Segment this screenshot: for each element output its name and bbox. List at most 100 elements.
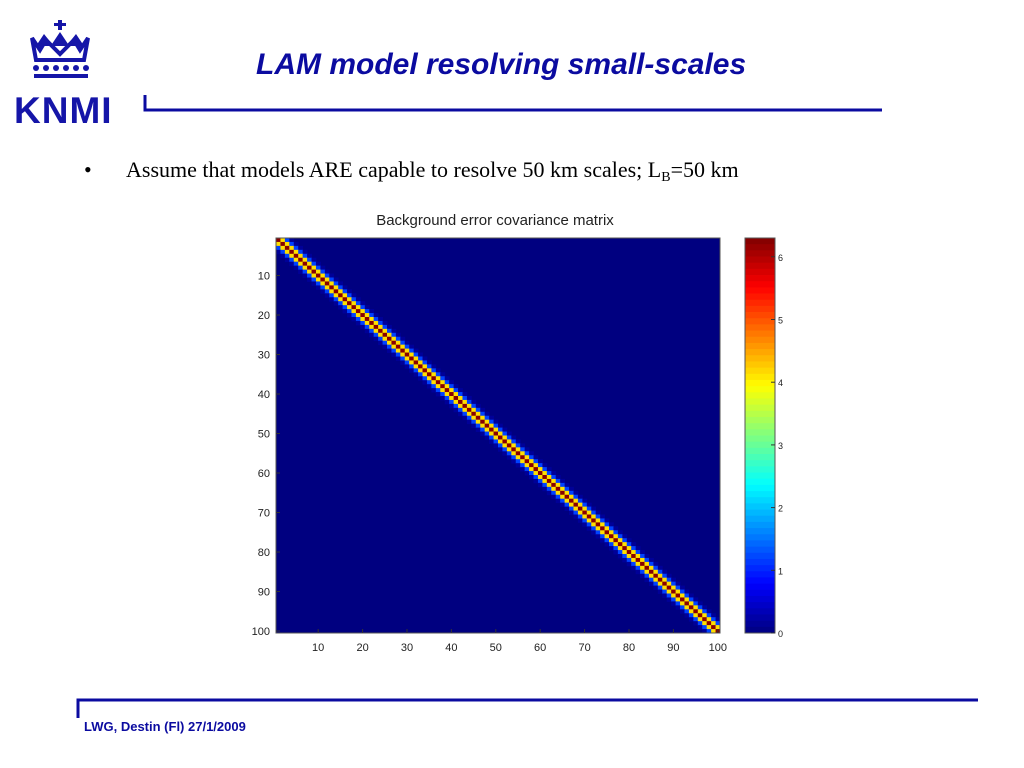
y-tick-label: 50 [258, 429, 270, 441]
heatmap-cell [444, 380, 450, 385]
heatmap-cell [369, 332, 375, 338]
heatmap-cell [546, 478, 552, 484]
heatmap-cell [591, 530, 597, 535]
heatmap-cell [475, 427, 481, 432]
heatmap-cell [569, 486, 574, 492]
heatmap-cell [453, 384, 459, 389]
heatmap-cell [333, 293, 339, 298]
colorbar-frame [744, 237, 776, 634]
heatmap-cell [453, 407, 459, 413]
heatmap-cell [604, 530, 610, 535]
heatmap-cell [395, 344, 401, 349]
colorbar-segment [745, 552, 775, 560]
heatmap-cell [444, 384, 450, 389]
colorbar-segment [745, 281, 775, 288]
heatmap-cell [289, 253, 295, 259]
heatmap-cell [444, 399, 450, 405]
heatmap-cell [458, 407, 463, 413]
heatmap-cell [626, 557, 632, 563]
heatmap-cell [382, 324, 388, 330]
x-tick-label: 100 [709, 642, 727, 654]
heatmap-cell [706, 617, 712, 622]
heatmap-cell [289, 261, 295, 267]
heatmap-cell [311, 257, 317, 263]
heatmap-cell [666, 589, 672, 594]
heatmap-cell [360, 305, 366, 310]
heatmap-cell [320, 289, 326, 294]
heatmap-cell [511, 451, 517, 456]
heatmap-cell [631, 542, 637, 547]
heatmap-cell [458, 411, 463, 417]
heatmap-cell [546, 475, 552, 480]
heatmap-cell [453, 403, 459, 409]
heatmap-cell [387, 328, 392, 334]
heatmap-cell [369, 313, 375, 318]
heatmap-cell [418, 356, 423, 361]
heatmap-cell [604, 518, 610, 523]
heatmap-cell [511, 447, 517, 452]
heatmap-cell [302, 249, 308, 255]
heatmap-cell [307, 253, 312, 259]
heatmap-cell [284, 245, 290, 251]
heatmap-cell [644, 561, 650, 567]
bullet-point: • Assume that models ARE capable to resol… [84, 157, 739, 186]
heatmap-cell [688, 601, 694, 606]
heatmap-cell [609, 522, 614, 527]
heatmap-cell [391, 336, 397, 342]
heatmap-cell [586, 502, 592, 507]
heatmap-cell [644, 557, 650, 563]
heatmap-cell [471, 407, 477, 413]
heatmap-cell [662, 593, 668, 598]
colorbar-segment [745, 342, 775, 350]
heatmap-cell [475, 407, 481, 413]
heatmap-cell [431, 372, 437, 377]
heatmap-cell [404, 348, 410, 353]
heatmap-cell [648, 557, 654, 563]
heatmap-cell [302, 257, 308, 263]
heatmap-cell [560, 494, 565, 500]
colorbar-segment [745, 404, 775, 412]
heatmap-cell [693, 597, 699, 602]
heatmap-cell [635, 557, 641, 563]
heatmap-cell [680, 601, 685, 606]
colorbar-segment [745, 534, 775, 541]
heatmap-cell [378, 317, 383, 322]
heatmap-cell [382, 336, 388, 342]
heatmap-cell [653, 561, 659, 567]
heatmap-cell [613, 546, 619, 551]
heatmap-cell [555, 478, 561, 484]
heatmap-cell [355, 320, 361, 326]
heatmap-cell [577, 502, 583, 507]
colorbar-segment [745, 268, 775, 276]
heatmap-cell [369, 309, 375, 314]
heatmap-cell [617, 554, 623, 559]
heatmap-cell [666, 577, 672, 583]
heatmap-cell [564, 506, 570, 511]
heatmap-cell [293, 257, 299, 263]
heatmap-cell [569, 490, 574, 496]
heatmap-cell [560, 478, 565, 484]
heatmap-cell [364, 305, 370, 310]
heatmap-cell [609, 546, 614, 551]
heatmap-cell [591, 522, 597, 527]
heatmap-cell [320, 273, 326, 278]
heatmap-cell [458, 392, 463, 397]
heatmap-cell [320, 281, 326, 286]
heatmap-cell [502, 451, 508, 456]
heatmap-cell [435, 380, 441, 385]
heatmap-cell [542, 463, 548, 468]
colorbar-segment [745, 565, 775, 572]
heatmap-cell [302, 261, 308, 267]
heatmap-cell [560, 486, 565, 492]
heatmap-cell [333, 297, 339, 302]
heatmap-cell [373, 313, 379, 318]
heatmap-cell [529, 451, 534, 456]
heatmap-cell [577, 494, 583, 500]
colorbar-segment [745, 324, 775, 331]
heatmap-cell [520, 467, 526, 472]
heatmap-cell [591, 526, 597, 531]
heatmap-cell [506, 451, 512, 456]
heatmap-cell [355, 301, 361, 306]
heatmap-cell [444, 388, 450, 393]
heatmap-cell [555, 486, 561, 492]
